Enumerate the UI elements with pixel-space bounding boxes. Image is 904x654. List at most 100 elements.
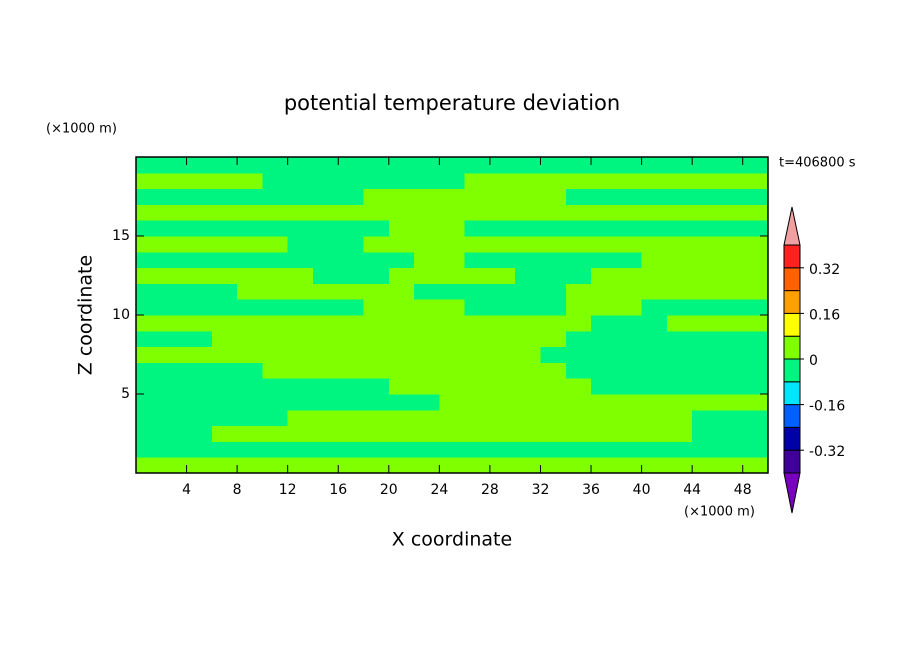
contour-cell: [565, 220, 592, 237]
contour-cell: [439, 172, 466, 190]
contour-cell: [186, 172, 213, 190]
contour-cell: [414, 441, 440, 458]
contour-cell: [515, 457, 541, 474]
contour-cell: [742, 188, 769, 205]
x-tick-label: 4: [182, 482, 191, 498]
contour-cell: [161, 220, 188, 237]
contour-cell: [262, 172, 289, 190]
contour-cell: [515, 283, 541, 300]
contour-cell: [666, 172, 693, 190]
contour-cell: [717, 157, 744, 174]
contour-cell: [338, 362, 365, 379]
contour-cell: [616, 394, 643, 411]
contour-cell: [591, 204, 617, 221]
contour-cell: [692, 346, 718, 363]
contour-cell: [742, 409, 769, 427]
contour-cell: [717, 378, 744, 395]
contour-cell: [388, 172, 415, 190]
contour-cell: [211, 157, 238, 174]
contour-cell: [262, 220, 289, 237]
contour-cell: [692, 362, 718, 379]
contour-cell: [742, 299, 769, 316]
contour-cell: [717, 315, 744, 332]
contour-cell: [388, 220, 415, 237]
contour-cell: [161, 362, 188, 379]
contour-cell: [565, 157, 592, 174]
contour-cell: [186, 157, 213, 174]
contour-cell: [338, 409, 365, 427]
contour-cell: [161, 283, 188, 300]
contour-cell: [363, 378, 390, 395]
contour-cell: [287, 172, 314, 190]
contour-cell: [717, 457, 744, 474]
contour-cell: [641, 172, 668, 190]
contour-cell: [641, 457, 668, 474]
contour-cell: [136, 267, 162, 284]
contour-cell: [312, 283, 339, 300]
contour-cell: [742, 251, 769, 269]
contour-cell: [565, 315, 592, 332]
contour-cell: [312, 220, 339, 237]
contour-cell: [464, 441, 491, 458]
colorbar-box: [783, 267, 801, 292]
colorbar-box: [783, 244, 801, 269]
contour-cell: [136, 378, 162, 395]
contour-cell: [287, 346, 314, 363]
contour-cell: [616, 299, 643, 316]
contour-cell: [414, 283, 440, 300]
contour-cell: [262, 299, 289, 316]
contour-cell: [287, 157, 314, 174]
contour-cell: [439, 330, 466, 348]
contour-cell: [489, 236, 516, 253]
contour-cell: [287, 220, 314, 237]
contour-cell: [591, 267, 617, 284]
contour-cell: [338, 172, 365, 190]
contour-cell: [414, 315, 440, 332]
contour-cell: [717, 172, 744, 190]
contour-cell: [439, 378, 466, 395]
contour-cell: [363, 157, 390, 174]
contour-cell: [565, 204, 592, 221]
contour-cell: [414, 457, 440, 474]
contour-cell: [717, 330, 744, 348]
contour-cell: [515, 220, 541, 237]
x-tick-label: 12: [279, 482, 297, 498]
x-tick-label: 32: [532, 482, 550, 498]
contour-cell: [211, 188, 238, 205]
contour-cell: [287, 251, 314, 269]
contour-cell: [717, 441, 744, 458]
contour-cell: [161, 457, 188, 474]
contour-cell: [464, 394, 491, 411]
contour-cell: [591, 283, 617, 300]
contour-cell: [237, 346, 263, 363]
contour-cell: [742, 172, 769, 190]
contour-cell: [211, 378, 238, 395]
contour-cell: [312, 204, 339, 221]
contour-cell: [666, 362, 693, 379]
contour-cell: [414, 157, 440, 174]
contour-cell: [363, 172, 390, 190]
contour-cell: [262, 236, 289, 253]
contour-cell: [338, 299, 365, 316]
x-tick-label: 48: [734, 482, 752, 498]
y-tick-label: 10: [112, 307, 130, 323]
contour-cell: [136, 315, 162, 332]
contour-cell: [237, 157, 263, 174]
contour-cell: [692, 267, 718, 284]
contour-cell: [540, 457, 567, 474]
contour-cell: [666, 315, 693, 332]
contour-cell: [237, 283, 263, 300]
contour-cell: [136, 346, 162, 363]
contour-cell: [211, 267, 238, 284]
contour-cell: [312, 346, 339, 363]
contour-cell: [287, 394, 314, 411]
contour-cell: [489, 220, 516, 237]
contour-cell: [565, 188, 592, 205]
contour-cell: [338, 157, 365, 174]
contour-cell: [287, 267, 314, 284]
contour-cell: [338, 315, 365, 332]
contour-cell: [489, 188, 516, 205]
contour-cell: [742, 346, 769, 363]
contour-cell: [439, 251, 466, 269]
contour-cell: [414, 394, 440, 411]
